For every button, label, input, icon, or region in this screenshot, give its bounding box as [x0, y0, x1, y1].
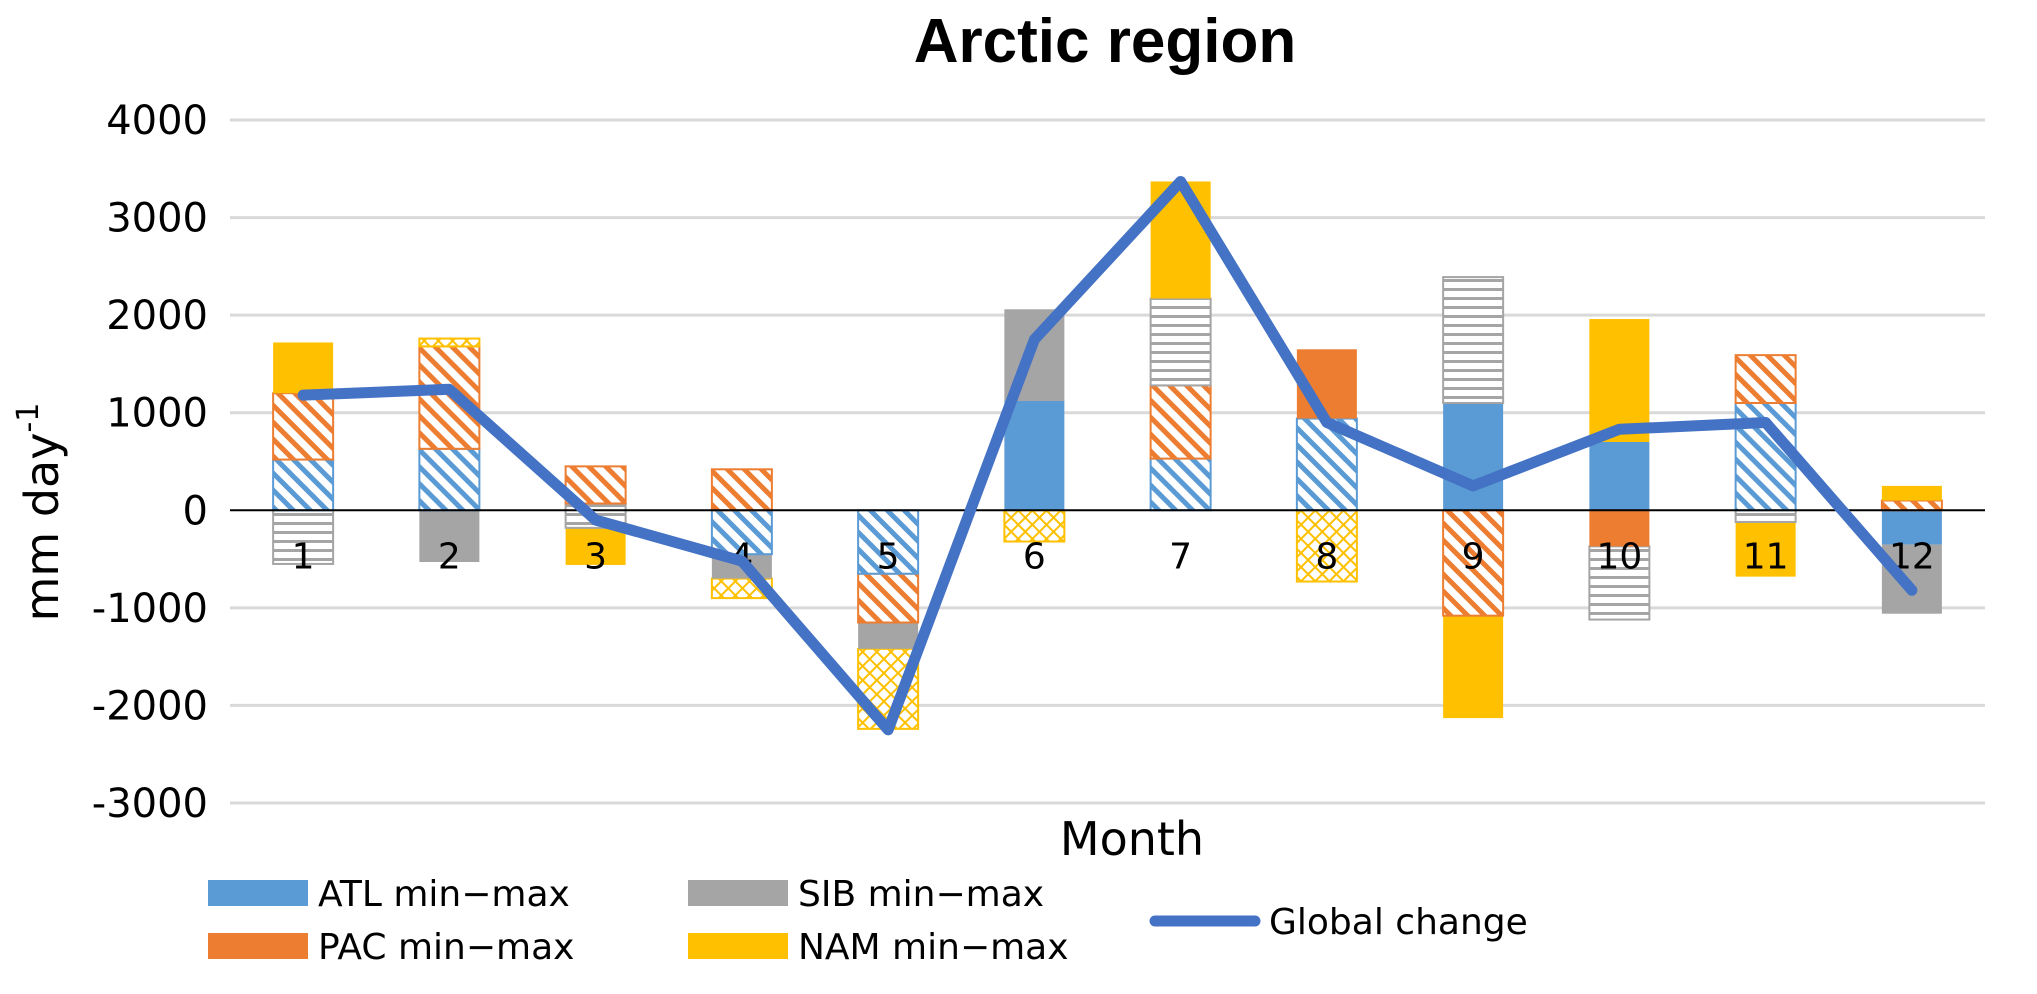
- chart-title: Arctic region: [914, 7, 1296, 76]
- legend-swatch-sib: [688, 880, 788, 906]
- y-tick-label: -1000: [92, 586, 208, 632]
- bar-segment-atl-month-5: [857, 509, 920, 575]
- bar-segment-sib-month-7: [1149, 297, 1212, 387]
- bar-segment-nam-month-2: [418, 337, 481, 348]
- legend-swatch-atl: [208, 880, 308, 906]
- bar-segment-nam-month-6: [1003, 509, 1066, 543]
- x-tick-label: 9: [1462, 536, 1485, 577]
- bar-segment-pac-month-10: [1589, 510, 1650, 547]
- legend-swatch-pac: [208, 933, 308, 959]
- y-tick-label: -3000: [92, 781, 208, 827]
- bar-segments: [272, 181, 1943, 730]
- x-tick-label: 6: [1023, 536, 1046, 577]
- y-axis-title-superscript: -1: [11, 403, 46, 433]
- legend: ATL min−max PAC min−max SIB min−max NAM min…: [208, 874, 1528, 968]
- legend-label: SIB min−max: [798, 874, 1044, 915]
- bar-segment-pac-month-5: [857, 572, 920, 624]
- bar-segment-nam-month-9: [1443, 615, 1504, 719]
- bar-segment-atl-month-4: [710, 509, 773, 556]
- legend-item-pac: PAC min−max: [208, 927, 574, 968]
- legend-label: NAM min−max: [798, 927, 1069, 968]
- bar-segment-sib-month-11: [1734, 509, 1797, 523]
- y-tick-label: 3000: [106, 196, 208, 242]
- y-tick-label: 0: [183, 488, 208, 534]
- y-axis-title: mm day-1: [11, 403, 69, 622]
- bar-segment-sib-month-5: [858, 622, 919, 649]
- bar-segment-nam-month-3: [565, 527, 626, 565]
- legend-label: Global change: [1269, 902, 1528, 943]
- x-axis-title: Month: [1060, 812, 1204, 866]
- y-tick-labels: 4000 3000 2000 1000 0 -1000 -2000 -3000: [92, 98, 208, 827]
- category-labels: 1 2 3 4 5 6 7 8 9 10 11 12: [292, 536, 1935, 577]
- bar-segment-atl-month-9: [1443, 402, 1504, 511]
- bar-segment-atl-month-10: [1589, 441, 1650, 511]
- bar-segment-pac-month-12: [1880, 499, 1943, 512]
- y-tick-label: -2000: [92, 683, 208, 729]
- bar-segment-pac-month-11: [1734, 354, 1797, 404]
- bar-segment-pac-month-1: [272, 392, 335, 461]
- bar-segment-sib-month-1: [272, 509, 335, 565]
- x-tick-label: 1: [292, 536, 315, 577]
- svg-text:mm day-1: mm day-1: [11, 403, 69, 622]
- y-tick-label: 1000: [106, 391, 208, 437]
- legend-item-global: Global change: [1149, 902, 1528, 943]
- bar-segment-sib-month-2: [419, 510, 480, 562]
- y-axis-title-text: mm day: [15, 433, 69, 622]
- bar-segment-sib-month-9: [1442, 276, 1505, 404]
- legend-label: ATL min−max: [318, 874, 570, 915]
- bar-segment-pac-month-7: [1149, 384, 1212, 460]
- legend-swatch-nam: [688, 933, 788, 959]
- bar-segment-nam-month-1: [273, 342, 334, 394]
- legend-item-atl: ATL min−max: [208, 874, 570, 915]
- bar-segment-pac-month-4: [710, 468, 773, 512]
- bar-segment-atl-month-7: [1149, 457, 1212, 512]
- bar-segment-atl-month-2: [418, 447, 481, 512]
- legend-item-sib: SIB min−max: [688, 874, 1044, 915]
- global-change-line: [297, 175, 1918, 736]
- x-tick-label: 7: [1169, 536, 1192, 577]
- x-tick-label: 3: [584, 536, 607, 577]
- bar-segment-atl-month-1: [272, 458, 335, 512]
- y-tick-label: 2000: [106, 293, 208, 339]
- legend-label: PAC min−max: [318, 927, 574, 968]
- x-tick-label: 2: [438, 536, 461, 577]
- y-tick-label: 4000: [106, 98, 208, 144]
- x-tick-label: 10: [1596, 536, 1642, 577]
- bar-segment-atl-month-6: [1004, 401, 1065, 511]
- bar-segment-nam-month-10: [1589, 319, 1650, 442]
- bar-segment-sib-month-12: [1881, 544, 1942, 614]
- bar-segment-sib-month-10: [1588, 545, 1651, 621]
- bar-segment-nam-month-11: [1735, 521, 1796, 577]
- x-tick-label: 5: [877, 536, 900, 577]
- bar-segment-pac-month-2: [418, 345, 481, 450]
- bar-segment-atl-month-12: [1881, 510, 1942, 545]
- x-tick-label: 11: [1743, 536, 1789, 577]
- x-tick-label: 8: [1315, 536, 1338, 577]
- bar-segment-nam-month-12: [1881, 485, 1942, 501]
- gridlines: [230, 118, 1985, 805]
- legend-item-nam: NAM min−max: [688, 927, 1069, 968]
